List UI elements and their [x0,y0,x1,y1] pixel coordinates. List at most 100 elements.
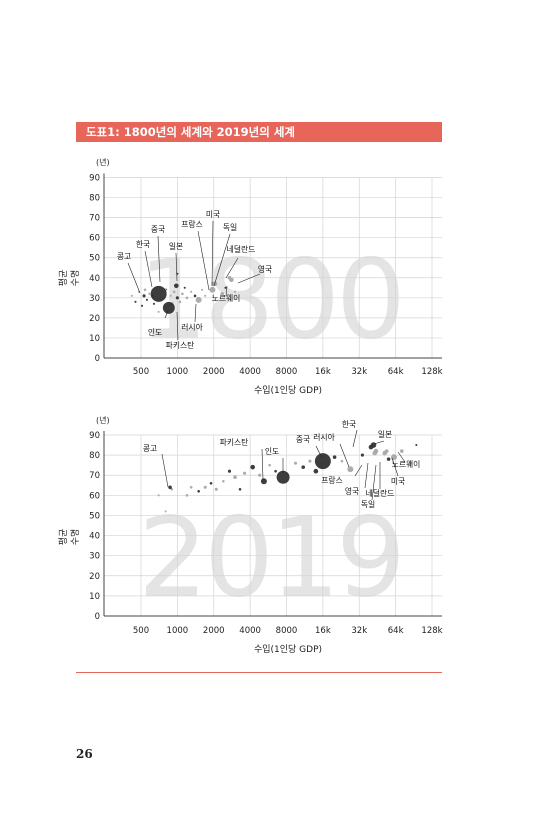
leader-line [176,311,179,341]
country-label: 프랑스 [181,219,203,229]
country-label: 네덜란드 [227,244,256,254]
y-tick-label: 10 [89,592,100,602]
y-axis-title: 평균 수명 [58,270,81,287]
country-label: 프랑스 [321,475,343,485]
country-label: 파키스탄 [220,437,249,447]
bubble-minor [200,288,204,291]
y-tick-label: 70 [89,471,100,481]
country-label: 영국 [258,264,272,274]
country-label: 영국 [345,486,359,496]
bubble-minor [140,304,144,307]
leader-line [373,440,385,445]
y-tick-label: 0 [95,354,100,364]
bubble-minor [183,286,186,289]
x-tick-label: 500 [133,367,149,377]
country-label: 중국 [151,225,165,234]
bubble-minor [169,294,172,297]
leader-line [237,273,261,284]
x-tick-label: 8000 [276,626,298,636]
figure-title: 도표1: 1800년의 세계와 2019년의 세계 [86,125,296,139]
bubble-minor [243,471,247,475]
leader-line [161,453,169,488]
bubble-minor [227,469,232,473]
bubble-1-6 [370,442,377,448]
bubble-minor [293,461,298,465]
leader-line [339,443,350,468]
bubble-1-3 [260,477,268,485]
y-tick-label: 60 [89,234,100,244]
bubble-minor [185,494,189,497]
leader-line [397,451,406,463]
bottom-divider [76,672,442,673]
leader-line [164,310,169,319]
country-label: 미국 [391,477,405,486]
y-axis-title-line: 평균 [58,270,69,287]
bubble-0-3 [195,296,203,304]
leader-line [352,429,358,448]
bubble-minor [185,296,189,300]
bubble-minor [197,490,200,493]
country-label: 미국 [206,210,220,219]
bubble-1-2 [168,485,172,490]
bubble-minor [214,487,218,491]
bubble-0-7 [174,283,179,289]
bubble-minor [164,510,167,513]
y-tick-label: 20 [89,572,100,582]
x-tick-label: 1000 [167,367,189,377]
y-axis-title-line: 수명 [70,270,81,287]
y-tick-label: 60 [89,491,100,501]
bubble-minor [190,290,193,293]
x-tick-label: 4000 [239,626,261,636]
bubble-minor [175,296,179,300]
bubble-minor [274,469,277,473]
bubble-minor [340,459,344,463]
bubble-minor [152,302,156,305]
x-tick-label: 32k [351,626,367,636]
bubble-minor [130,294,133,297]
y-tick-label: 30 [89,294,100,304]
bubble-minor [181,292,184,296]
figure-header: 도표1: 1800년의 세계와 2019년의 세계 [76,122,442,142]
country-label: 러시아 [181,322,203,332]
bubble-minor [308,459,312,463]
bubble-minor [238,488,242,491]
country-label: 독일 [361,500,375,509]
bubble-minor [313,468,319,474]
bubble-1-12 [400,449,404,453]
y-tick-label: 50 [89,254,100,264]
bubble-minor [193,294,197,298]
country-label: 일본 [378,430,392,439]
y-axis-title-line: 평균 [58,529,69,546]
y-tick-label: 30 [89,552,100,562]
country-label: 일본 [169,242,183,251]
bubble-minor [143,288,147,292]
x-tick-label: 16k [315,626,331,636]
country-label: 콩고 [117,252,131,261]
country-label: 중국 [296,435,310,444]
y-unit-label: (년) [96,157,110,167]
watermark-year: 1800 [138,235,402,363]
country-label: 노르웨이 [212,293,241,303]
x-tick-label: 64k [388,626,404,636]
bubble-0-11 [220,292,225,296]
bubble-1-8 [372,450,378,456]
bubble-minor [332,455,337,459]
x-tick-label: 128k [421,367,442,377]
leader-line [157,235,161,283]
bubble-minor [301,465,306,469]
x-tick-label: 64k [388,367,404,377]
country-label: 러시아 [313,432,335,442]
y-tick-label: 40 [89,532,100,542]
bubble-minor [178,300,182,304]
x-tick-label: 8000 [276,367,298,377]
bubble-minor [145,298,148,301]
x-tick-label: 128k [421,626,442,636]
bubble-minor [189,485,193,489]
bubble-minor [203,485,207,489]
leader-line [225,257,239,279]
bubble-minor [209,481,213,485]
bubble-minor [134,300,137,303]
y-tick-label: 0 [95,612,100,622]
y-tick-label: 20 [89,314,100,324]
y-tick-label: 50 [89,511,100,521]
